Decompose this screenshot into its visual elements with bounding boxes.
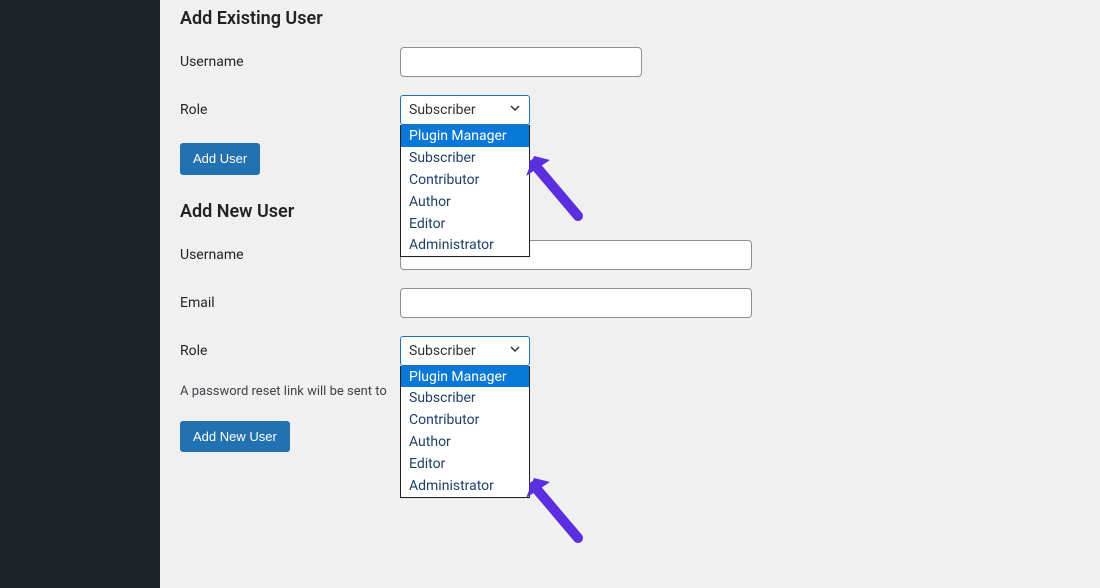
new-email-input[interactable] [400,288,752,318]
role-option[interactable]: Editor [401,453,529,475]
existing-role-select[interactable]: Subscriber [400,95,530,125]
admin-sidebar [0,0,160,588]
role-option[interactable]: Administrator [401,475,529,497]
role-option[interactable]: Author [401,191,529,213]
password-reset-helper-text: A password reset link will be sent to [180,384,1080,399]
existing-role-selected-text: Subscriber [409,102,476,118]
existing-username-row: Username [180,47,1080,77]
existing-username-input[interactable] [400,47,642,77]
new-email-row: Email [180,288,1080,318]
chevron-down-icon [509,343,521,359]
new-username-row: Username [180,240,1080,270]
new-role-dropdown[interactable]: Plugin ManagerSubscriberContributorAutho… [400,366,530,498]
existing-role-dropdown[interactable]: Plugin ManagerSubscriberContributorAutho… [400,125,530,257]
role-option[interactable]: Contributor [401,169,529,191]
role-option[interactable]: Author [401,431,529,453]
role-option[interactable]: Administrator [401,234,529,256]
add-new-user-button[interactable]: Add New User [180,421,290,453]
new-username-label: Username [180,247,400,263]
new-email-label: Email [180,295,400,311]
new-role-selected-text: Subscriber [409,343,476,359]
role-option[interactable]: Plugin Manager [401,125,529,147]
existing-role-row: Role Subscriber Plugin ManagerSubscriber… [180,95,1080,125]
existing-user-heading: Add Existing User [180,8,1080,29]
page-content: Add Existing User Username Role Subscrib… [160,0,1100,588]
new-role-label: Role [180,343,400,359]
new-user-heading: Add New User [180,201,1080,222]
new-role-row: Role Subscriber Plugin ManagerSubscriber… [180,336,1080,366]
role-option[interactable]: Subscriber [401,147,529,169]
existing-username-label: Username [180,54,400,70]
role-option[interactable]: Subscriber [401,387,529,409]
role-option[interactable]: Editor [401,213,529,235]
role-option[interactable]: Contributor [401,409,529,431]
chevron-down-icon [509,102,521,118]
new-role-select[interactable]: Subscriber [400,336,530,366]
role-option[interactable]: Plugin Manager [401,366,529,388]
existing-role-label: Role [180,102,400,118]
add-existing-user-button[interactable]: Add User [180,143,260,175]
